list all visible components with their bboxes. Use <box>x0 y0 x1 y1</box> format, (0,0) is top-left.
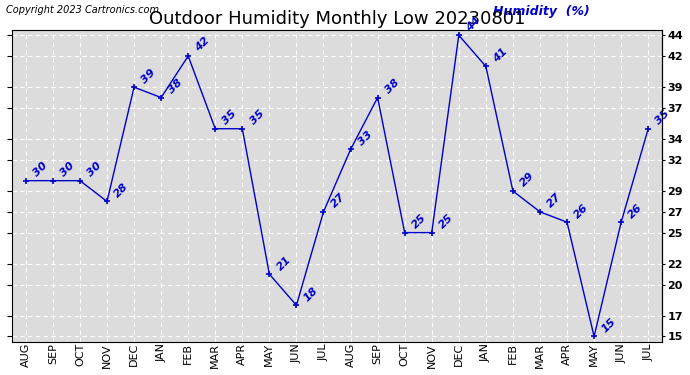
Text: 29: 29 <box>518 171 537 189</box>
Text: 25: 25 <box>411 212 428 230</box>
Text: Copyright 2023 Cartronics.com: Copyright 2023 Cartronics.com <box>6 5 159 15</box>
Text: 44: 44 <box>464 15 482 33</box>
Text: 38: 38 <box>383 77 401 95</box>
Text: 35: 35 <box>221 108 239 126</box>
Text: 35: 35 <box>654 108 672 126</box>
Title: Outdoor Humidity Monthly Low 20230801: Outdoor Humidity Monthly Low 20230801 <box>149 10 525 28</box>
Text: 35: 35 <box>248 108 266 126</box>
Text: 27: 27 <box>546 192 564 210</box>
Text: 30: 30 <box>86 160 104 178</box>
Text: 42: 42 <box>194 36 212 54</box>
Text: 41: 41 <box>491 46 509 64</box>
Text: 28: 28 <box>112 181 130 199</box>
Text: Humidity  (%): Humidity (%) <box>493 5 590 18</box>
Text: 15: 15 <box>600 316 618 334</box>
Text: 38: 38 <box>167 77 185 95</box>
Text: 27: 27 <box>329 192 347 210</box>
Text: 26: 26 <box>573 202 591 220</box>
Text: 39: 39 <box>139 67 157 85</box>
Text: 33: 33 <box>356 129 374 147</box>
Text: 26: 26 <box>627 202 644 220</box>
Text: 30: 30 <box>59 160 77 178</box>
Text: 30: 30 <box>31 160 50 178</box>
Text: 21: 21 <box>275 254 293 272</box>
Text: 25: 25 <box>437 212 455 230</box>
Text: 18: 18 <box>302 285 320 303</box>
